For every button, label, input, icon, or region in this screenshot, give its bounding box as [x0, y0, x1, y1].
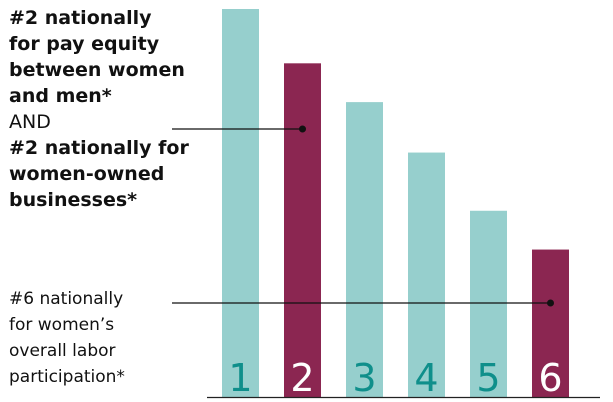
- bar-rank-1: [222, 9, 259, 397]
- annotation-line: for women’s: [9, 315, 115, 335]
- annotation-line: between women: [9, 59, 185, 81]
- bar-label-3: 3: [352, 356, 376, 400]
- annotation-line: #2 nationally: [9, 7, 152, 29]
- leader-dot-rank-2: [299, 125, 306, 133]
- bar-rank-3: [346, 102, 383, 398]
- annotation-line: women-owned: [9, 163, 165, 185]
- bar-rank-2: [284, 63, 321, 397]
- bar-label-2: 2: [290, 356, 314, 400]
- annotation-line: AND: [9, 111, 51, 133]
- annotation-line: and men*: [9, 85, 112, 107]
- annotation-line: for pay equity: [9, 33, 160, 55]
- bar-label-1: 1: [228, 356, 252, 400]
- annotation-labor-participation: #6 nationally for women’s overall labor …: [9, 286, 125, 390]
- annotation-line: businesses*: [9, 189, 138, 211]
- annotation-pay-equity: #2 nationally for pay equity between wom…: [9, 5, 189, 213]
- annotation-line: participation*: [9, 367, 125, 387]
- annotation-line: #2 nationally for: [9, 137, 189, 159]
- bar-rank-5: [470, 210, 507, 397]
- annotation-line: #6 nationally: [9, 289, 124, 309]
- bar-rank-4: [408, 152, 445, 397]
- bar-label-6: 6: [538, 356, 562, 400]
- bar-rank-6: [532, 249, 569, 397]
- leader-dot-rank-6: [547, 299, 554, 307]
- annotation-line: overall labor: [9, 341, 116, 361]
- bar-label-4: 4: [414, 356, 438, 400]
- bar-label-5: 5: [476, 356, 500, 400]
